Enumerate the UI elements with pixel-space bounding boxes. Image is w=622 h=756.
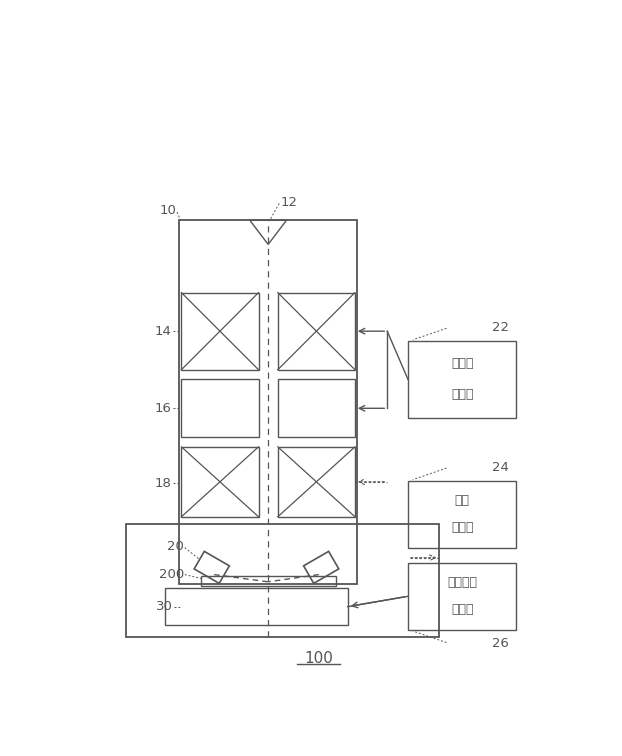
Text: 制御部: 制御部 <box>451 389 473 401</box>
Text: 100: 100 <box>304 651 333 666</box>
Bar <box>408 481 516 548</box>
Bar <box>126 524 439 637</box>
Text: 200: 200 <box>159 568 184 581</box>
Text: 10: 10 <box>160 204 177 217</box>
Text: 24: 24 <box>493 460 509 473</box>
Text: 18: 18 <box>155 476 172 490</box>
Bar <box>201 575 336 586</box>
Bar <box>182 293 259 370</box>
Bar <box>182 380 259 437</box>
Text: 処理部: 処理部 <box>451 522 473 534</box>
Text: 14: 14 <box>155 324 172 338</box>
Text: ステージ: ステージ <box>447 576 477 589</box>
Bar <box>408 341 516 418</box>
Text: 制御部: 制御部 <box>451 603 473 616</box>
Bar <box>179 220 358 584</box>
Bar <box>278 447 355 517</box>
Bar <box>278 293 355 370</box>
Text: 信号: 信号 <box>455 494 470 507</box>
Bar <box>164 588 348 625</box>
Text: 12: 12 <box>281 196 297 209</box>
Text: 30: 30 <box>156 600 173 613</box>
Text: 16: 16 <box>155 401 172 415</box>
Text: 22: 22 <box>493 321 509 334</box>
Bar <box>278 380 355 437</box>
Text: 26: 26 <box>493 637 509 650</box>
Bar <box>408 562 516 630</box>
Bar <box>182 447 259 517</box>
Text: ビーム: ビーム <box>451 358 473 370</box>
Text: 20: 20 <box>167 540 184 553</box>
